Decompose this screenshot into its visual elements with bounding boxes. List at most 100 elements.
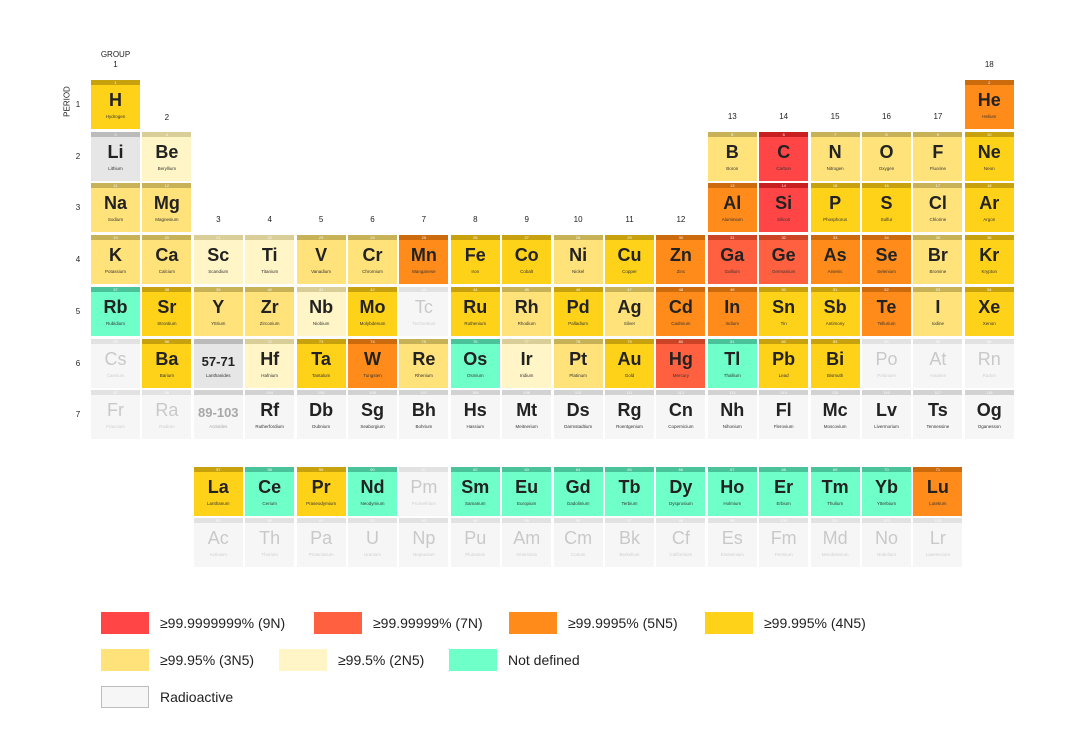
- element-symbol: Ta: [311, 348, 331, 369]
- element-gd: 64 Gd Gadolinium: [553, 467, 603, 516]
- element-symbol: Ge: [771, 245, 796, 266]
- element-as: 33 As Arsenic: [810, 235, 860, 285]
- atomic-number: 13: [707, 183, 757, 189]
- element-pm: 61 Pm Promethium: [399, 467, 449, 516]
- element-symbol: Mo: [359, 296, 386, 317]
- atomic-number: 68: [759, 467, 809, 472]
- element-symbol: B: [725, 141, 739, 162]
- atomic-number: 39: [193, 286, 243, 292]
- element-fe: 26 Fe Iron: [450, 235, 500, 285]
- atomic-number: 101: [810, 518, 860, 523]
- element-ne: 10 Ne Neon: [964, 131, 1014, 181]
- element-name: Caesium: [106, 372, 125, 378]
- element-name: Bohrium: [415, 424, 433, 430]
- atomic-number: 49: [707, 286, 757, 292]
- element-name: Darmstadtium: [564, 424, 593, 430]
- element-name: Silver: [623, 320, 636, 326]
- element-rb: 37 Rb Rubidium: [91, 286, 140, 336]
- element-symbol: Sb: [823, 296, 847, 317]
- element-name: Lawrencium: [925, 552, 951, 557]
- atomic-number: 45: [502, 286, 552, 292]
- element-symbol: Rh: [514, 296, 539, 317]
- element-symbol: Bh: [411, 400, 436, 421]
- atomic-number: 54: [964, 286, 1014, 292]
- element-mo: 42 Mo Molybdenum: [348, 286, 397, 336]
- group-number: 2: [164, 113, 170, 122]
- element-symbol: Pm: [410, 477, 438, 497]
- element-symbol: 57-71: [201, 353, 235, 369]
- element-li: 3 Li Lithium: [91, 131, 140, 181]
- element-in: 49 In Indium: [707, 286, 757, 336]
- element-cu: 29 Cu Copper: [605, 235, 654, 285]
- atomic-number: 76: [450, 338, 500, 344]
- element-pa: 91 Pa Protactinium: [296, 518, 346, 567]
- element-symbol: Fm: [770, 528, 797, 548]
- element-symbol: Rf: [260, 400, 280, 421]
- element-c: 6 C Carbon: [759, 131, 809, 181]
- atomic-number: 37: [91, 286, 140, 292]
- element-yb: 70 Yb Ytterbium: [862, 467, 911, 516]
- element-name: Ytterbium: [876, 501, 897, 506]
- element-symbol: 89-103: [198, 405, 239, 421]
- element-57-71: 57-71 Lanthanides: [193, 338, 243, 388]
- element-name: Thorium: [261, 552, 278, 557]
- atomic-number: 83: [810, 338, 860, 344]
- element-symbol: Pr: [311, 477, 331, 497]
- element-name: Titanium: [261, 269, 279, 275]
- element-ni: 28 Ni Nickel: [553, 235, 603, 285]
- element-f: 9 F Fluorine: [913, 131, 963, 181]
- element-name: Lutetium: [929, 501, 947, 506]
- atomic-number: 2: [964, 80, 1014, 85]
- atomic-number: 85: [913, 338, 963, 344]
- atomic-number: 3: [91, 131, 140, 137]
- element-tm: 69 Tm Thulium: [810, 467, 860, 516]
- element-symbol: Cm: [564, 528, 593, 548]
- atomic-number: 25: [399, 235, 449, 241]
- element-al: 13 Al Aluminium: [707, 183, 757, 233]
- atomic-number: 97: [605, 518, 654, 523]
- element-symbol: Bi: [826, 348, 845, 369]
- element-ti: 22 Ti Titanium: [245, 235, 295, 285]
- legend-label: ≥99.9995% (5N5): [568, 615, 678, 631]
- group-number: 1: [113, 60, 118, 69]
- group-number: 9: [524, 215, 529, 224]
- atomic-number: 113: [707, 390, 757, 396]
- element-ca: 20 Ca Calcium: [142, 235, 192, 285]
- element-name: Rubidium: [105, 320, 125, 326]
- element-symbol: H: [109, 90, 122, 110]
- element-symbol: Al: [723, 193, 742, 214]
- element-name: Tin: [780, 320, 787, 326]
- atomic-number: 84: [862, 338, 911, 344]
- legend-swatch: [101, 649, 149, 671]
- element-og: 118 Og Oganesson: [964, 390, 1014, 440]
- element-eu: 63 Eu Europium: [502, 467, 552, 516]
- element-name: Yttrium: [211, 320, 226, 326]
- element-name: Hafnium: [261, 372, 279, 378]
- atomic-number: 67: [707, 467, 757, 472]
- element-symbol: V: [315, 245, 328, 266]
- element-ts: 117 Ts Tennessine: [913, 390, 963, 440]
- atomic-number: 9: [913, 131, 963, 137]
- element-name: Chromium: [362, 269, 383, 275]
- element-tc: 43 Tc Technetium: [399, 286, 449, 336]
- atomic-number: 6: [759, 131, 809, 137]
- atomic-number: 33: [810, 235, 860, 241]
- legend-swatch: [101, 612, 149, 634]
- element-name: Arsenic: [827, 269, 843, 275]
- element-name: Antimony: [825, 320, 845, 326]
- element-au: 79 Au Gold: [605, 338, 654, 388]
- element-symbol: At: [929, 348, 947, 369]
- element-name: Boron: [726, 165, 739, 171]
- element-name: Selenium: [877, 269, 896, 275]
- element-symbol: Ds: [566, 400, 590, 421]
- element-symbol: Y: [212, 296, 225, 317]
- element-h: 1 H Hydrogen: [91, 80, 140, 129]
- atomic-number: 23: [296, 235, 346, 241]
- element-name: Bromine: [929, 269, 947, 275]
- element-ho: 67 Ho Holmium: [707, 467, 757, 516]
- atomic-number: 50: [759, 286, 809, 292]
- element-symbol: Mn: [410, 245, 437, 266]
- element-bh: 107 Bh Bohrium: [399, 390, 449, 440]
- element-name: Oganesson: [977, 424, 1001, 430]
- element-db: 105 Db Dubnium: [296, 390, 346, 440]
